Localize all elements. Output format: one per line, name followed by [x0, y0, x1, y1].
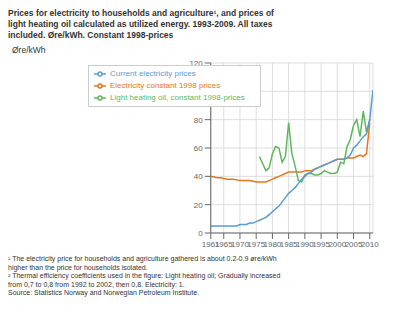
- svg-text:100: 100: [189, 87, 203, 96]
- svg-text:80: 80: [194, 116, 203, 125]
- svg-text:2010: 2010: [361, 240, 379, 249]
- svg-text:120: 120: [189, 59, 203, 68]
- svg-text:60: 60: [194, 144, 203, 153]
- svg-text:40: 40: [194, 172, 203, 181]
- svg-text:0: 0: [198, 229, 203, 238]
- svg-text:20: 20: [194, 201, 203, 210]
